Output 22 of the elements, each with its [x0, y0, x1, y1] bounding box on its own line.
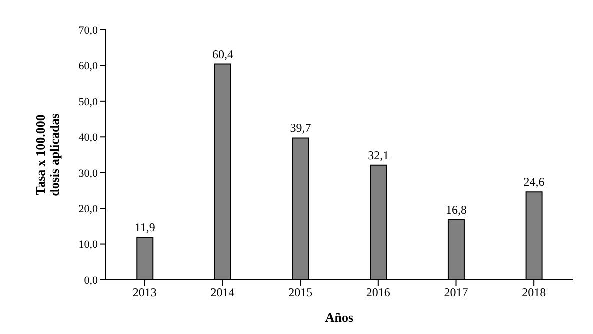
x-tick-label: 2018 [522, 286, 546, 300]
y-axis-title: Tasa x 100.000 dosis aplicadas [33, 114, 62, 196]
data-label: 32,1 [368, 148, 390, 162]
data-label: 16,8 [446, 203, 467, 217]
y-tick-label: 10,0 [78, 239, 98, 252]
x-tick-label: 2014 [210, 286, 235, 300]
x-tick-label: 2013 [132, 286, 157, 300]
y-tick-label: 50,0 [78, 96, 98, 108]
x-tick-label: 2015 [288, 286, 313, 300]
y-tick-label: 30,0 [78, 168, 98, 180]
y-tick-label: 60,0 [78, 60, 98, 73]
y-tick-label: 0,0 [84, 274, 98, 287]
y-tick-label: 40,0 [78, 132, 98, 144]
data-label: 24,6 [524, 175, 545, 190]
data-label: 11,9 [134, 220, 156, 234]
x-tick-label: 2016 [366, 286, 390, 300]
data-label: 60,4 [212, 47, 234, 62]
y-tick-label: 20,0 [78, 203, 98, 216]
x-axis-title: Años [325, 310, 354, 325]
x-tick-label: 2017 [444, 286, 468, 300]
data-label: 39,7 [290, 121, 312, 136]
y-tick-label: 70,0 [78, 24, 98, 37]
